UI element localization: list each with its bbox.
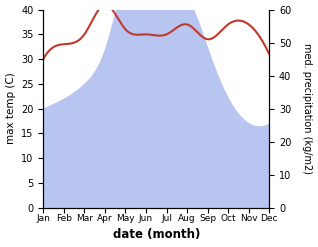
Y-axis label: max temp (C): max temp (C) — [5, 73, 16, 144]
X-axis label: date (month): date (month) — [113, 228, 200, 242]
Y-axis label: med. precipitation (kg/m2): med. precipitation (kg/m2) — [302, 43, 313, 174]
